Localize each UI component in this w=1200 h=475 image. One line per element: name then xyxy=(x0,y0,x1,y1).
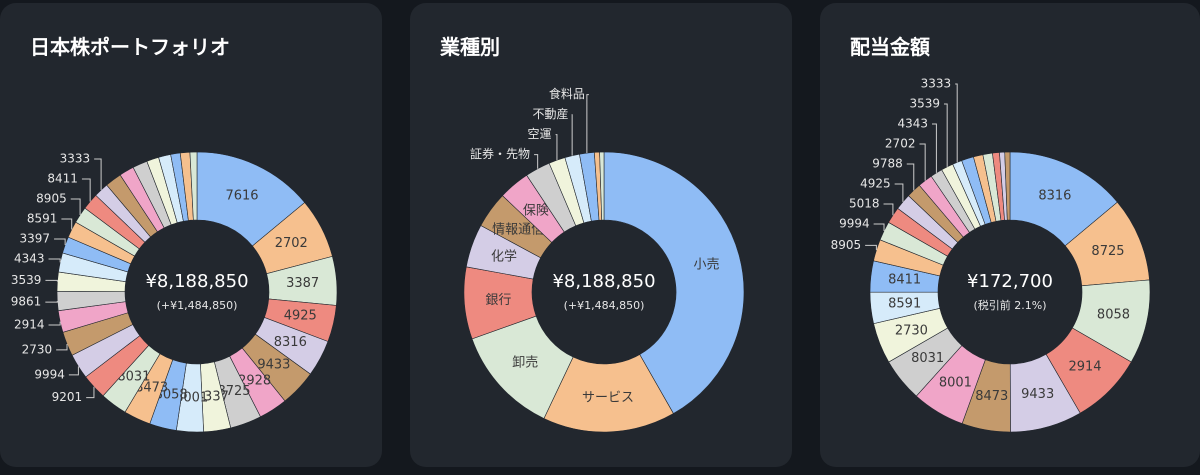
slice-label: サービス xyxy=(582,390,634,405)
center-value: ¥172,700 xyxy=(967,271,1053,292)
center-sublabel: (+¥1,484,850) xyxy=(564,299,645,312)
slice-label: 3333 xyxy=(60,152,91,166)
slice-label: 保険 xyxy=(523,203,549,218)
slice-label: 8058 xyxy=(1097,307,1130,322)
slice-label: 2702 xyxy=(885,136,916,150)
slice-label: 化学 xyxy=(491,248,517,264)
slice-label: 卸売 xyxy=(512,355,538,371)
slice-label: 3539 xyxy=(909,96,940,110)
slice-label: 9994 xyxy=(34,367,65,381)
slice-label: 5018 xyxy=(849,196,880,210)
center-value: ¥8,188,850 xyxy=(552,271,655,292)
slice-label: 8591 xyxy=(27,212,58,226)
slice-label: 3397 xyxy=(20,232,51,246)
slice-label: 3333 xyxy=(921,76,952,90)
slice-label: 9433 xyxy=(1021,387,1054,402)
slice-label: 4343 xyxy=(14,252,45,266)
card-title: 日本株ポートフォリオ xyxy=(30,35,230,59)
slice-label: 空運 xyxy=(528,127,552,141)
card-title: 業種別 xyxy=(440,35,500,59)
slice-label: 4343 xyxy=(897,116,928,130)
center-sublabel: (+¥1,484,850) xyxy=(157,299,238,312)
slice-label: 2730 xyxy=(895,323,928,338)
slice-label: 2914 xyxy=(1068,359,1101,374)
slice-label: 8411 xyxy=(47,172,78,186)
slice-label: 9788 xyxy=(872,156,903,170)
slice-label: 2730 xyxy=(22,342,53,356)
center-sublabel: (税引前 2.1%) xyxy=(973,298,1046,312)
slice-label: 8473 xyxy=(975,389,1008,404)
slice-label: 4925 xyxy=(284,309,317,324)
slice-label: 銀行 xyxy=(485,293,511,308)
card-title: 配当金額 xyxy=(850,35,930,59)
slice-label: 7616 xyxy=(225,189,258,204)
slice-label: 8411 xyxy=(888,273,921,288)
slice-label: 9201 xyxy=(52,390,83,404)
center-value: ¥8,188,850 xyxy=(145,271,248,292)
slice-label: 2702 xyxy=(275,236,308,251)
slice-label: 8031 xyxy=(911,351,944,366)
slice-label: 証券・先物 xyxy=(470,146,530,161)
slice-label: 9994 xyxy=(839,216,870,230)
slice-label: 8905 xyxy=(831,238,862,252)
slice-label: 8725 xyxy=(1091,244,1124,259)
slice-label: 8316 xyxy=(274,335,307,350)
slice-label: 9433 xyxy=(257,357,290,372)
slice-label: 食料品 xyxy=(549,86,585,101)
slice-label: 8591 xyxy=(888,297,921,312)
slice-label: 4925 xyxy=(860,176,891,190)
slice-label: 8905 xyxy=(36,192,67,206)
slice-label: 3387 xyxy=(286,276,319,291)
slice-label: 3539 xyxy=(11,273,42,287)
slice-label: 8316 xyxy=(1038,188,1071,203)
slice-label: 2914 xyxy=(14,317,45,331)
slice-label: 9861 xyxy=(11,295,42,309)
slice-label: 不動産 xyxy=(532,106,568,121)
slice-label: 小売 xyxy=(693,256,719,272)
slice-label: 8001 xyxy=(939,375,972,390)
